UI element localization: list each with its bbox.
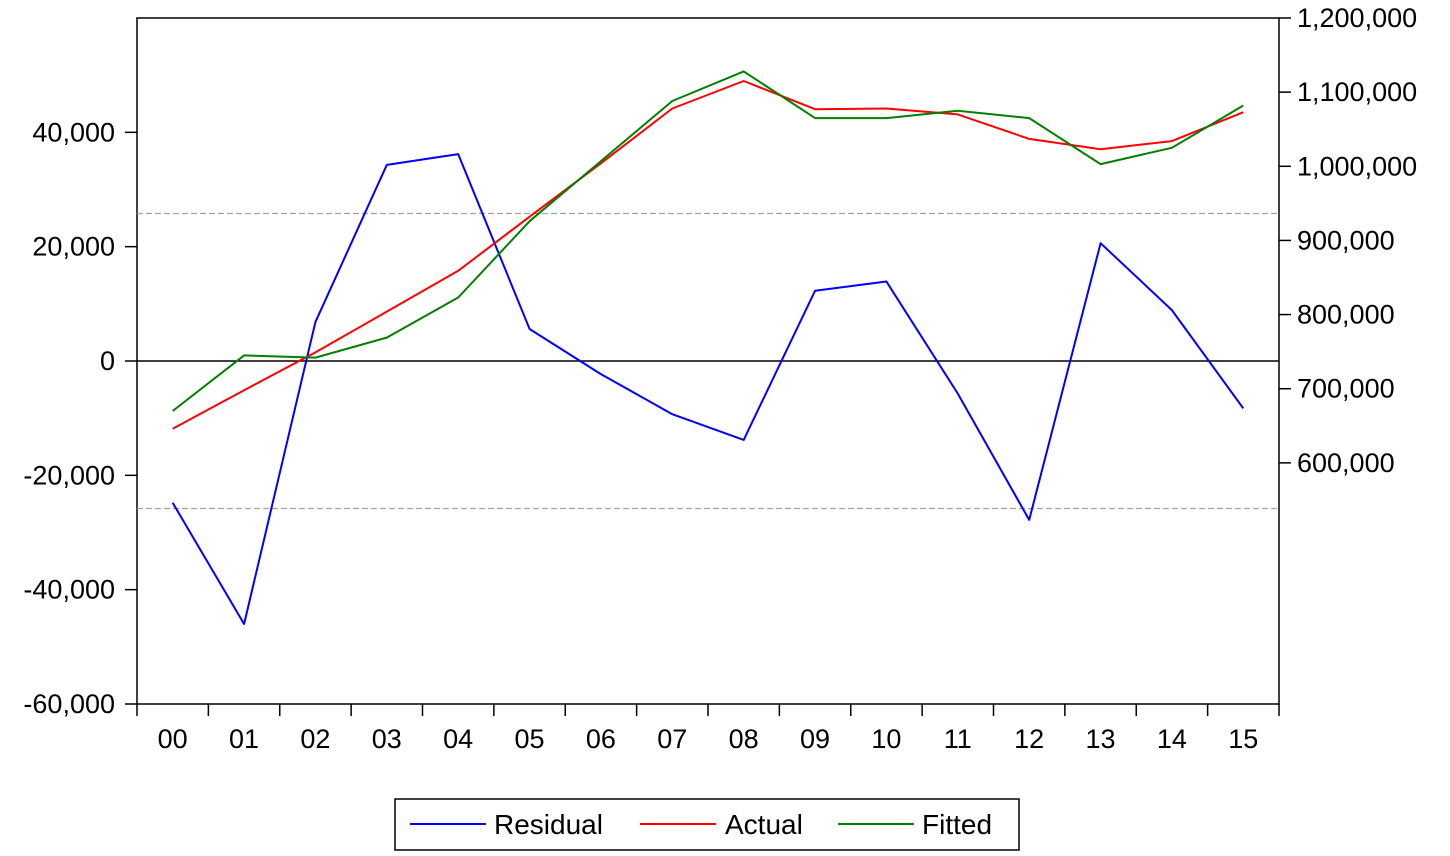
- x-axis: 00 01 02 03 04 05 06 07 08 09 10 11 12 13 14 15: [136, 704, 1280, 754]
- left-axis-tick-label: -20,000: [23, 460, 115, 490]
- right-axis-tick-label: 1,100,000: [1297, 77, 1417, 107]
- left-axis-tick-label: 20,000: [32, 232, 115, 262]
- x-axis-tick-label: 06: [586, 724, 616, 754]
- x-axis-tick-label: 07: [657, 724, 687, 754]
- legend-label-fitted: Fitted: [922, 809, 992, 840]
- right-axis-tick-label: 700,000: [1297, 374, 1395, 404]
- left-axis: -60,000 -40,000 -20,000 0 20,000 40,000: [23, 117, 137, 719]
- x-axis-tick-label: 04: [443, 724, 473, 754]
- x-axis-tick-label: 01: [229, 724, 259, 754]
- right-axis-tick-label: 1,000,000: [1297, 151, 1417, 181]
- right-axis-tick-label: 1,200,000: [1297, 3, 1417, 33]
- reference-lines: [137, 212, 1279, 510]
- x-axis-tick-label: 15: [1228, 724, 1258, 754]
- x-axis-tick-label: 09: [800, 724, 830, 754]
- x-axis-tick-label: 10: [871, 724, 901, 754]
- x-axis-tick-label: 00: [158, 724, 188, 754]
- series-line-residual: [171, 153, 1245, 625]
- x-axis-tick-label: 05: [515, 724, 545, 754]
- right-axis: 600,000 700,000 800,000 900,000 1,000,000 1,1…: [1279, 3, 1417, 478]
- legend-label-residual: Residual: [494, 809, 603, 840]
- left-axis-tick-label: 40,000: [32, 117, 115, 147]
- x-axis-tick-label: 11: [944, 724, 972, 754]
- series-line-fitted: [172, 70, 1244, 412]
- left-axis-tick-label: 0: [100, 346, 115, 376]
- x-axis-tick-label: 03: [372, 724, 402, 754]
- x-axis-tick-label: 14: [1157, 724, 1187, 754]
- legend: Residual Actual Fitted: [394, 798, 1020, 851]
- series-lines: [171, 70, 1245, 625]
- left-axis-tick-label: -40,000: [23, 575, 115, 605]
- right-axis-tick-label: 800,000: [1297, 300, 1395, 330]
- right-axis-tick-label: 600,000: [1297, 448, 1395, 478]
- x-axis-tick-label: 02: [300, 724, 330, 754]
- left-axis-tick-label: -60,000: [23, 689, 115, 719]
- x-axis-tick-label: 08: [729, 724, 759, 754]
- legend-label-actual: Actual: [725, 809, 803, 840]
- right-axis-tick-label: 900,000: [1297, 225, 1395, 255]
- x-axis-tick-label: 12: [1014, 724, 1044, 754]
- x-axis-tick-label: 13: [1086, 724, 1116, 754]
- series-line-actual: [172, 80, 1244, 430]
